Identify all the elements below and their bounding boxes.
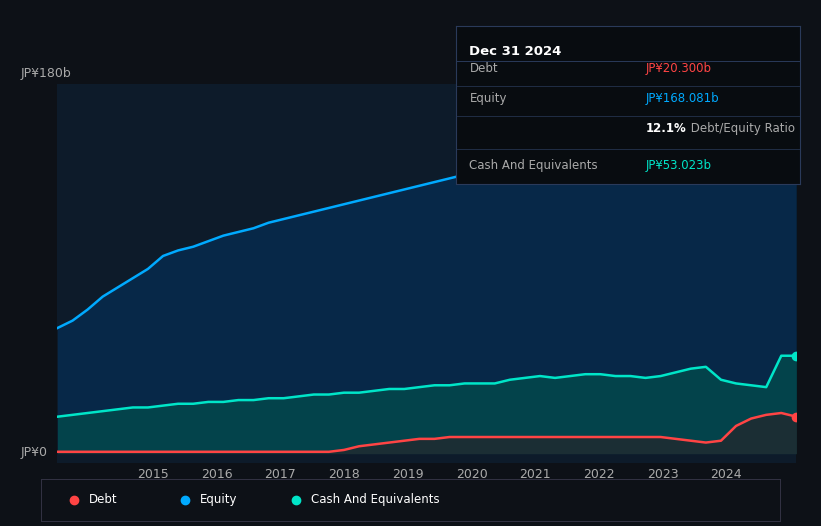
- Text: Equity: Equity: [470, 93, 507, 105]
- Text: JP¥180b: JP¥180b: [21, 67, 71, 80]
- Text: Cash And Equivalents: Cash And Equivalents: [470, 159, 598, 171]
- Text: JP¥0: JP¥0: [21, 446, 48, 459]
- Text: Debt/Equity Ratio: Debt/Equity Ratio: [686, 123, 795, 135]
- Text: Debt: Debt: [470, 63, 498, 75]
- Text: Equity: Equity: [200, 493, 237, 506]
- Text: Cash And Equivalents: Cash And Equivalents: [310, 493, 439, 506]
- Text: Dec 31 2024: Dec 31 2024: [470, 45, 562, 58]
- Text: JP¥20.300b: JP¥20.300b: [645, 63, 711, 75]
- Text: 12.1%: 12.1%: [645, 123, 686, 135]
- Text: JP¥168.081b: JP¥168.081b: [645, 93, 719, 105]
- Text: JP¥53.023b: JP¥53.023b: [645, 159, 711, 171]
- Text: Debt: Debt: [89, 493, 117, 506]
